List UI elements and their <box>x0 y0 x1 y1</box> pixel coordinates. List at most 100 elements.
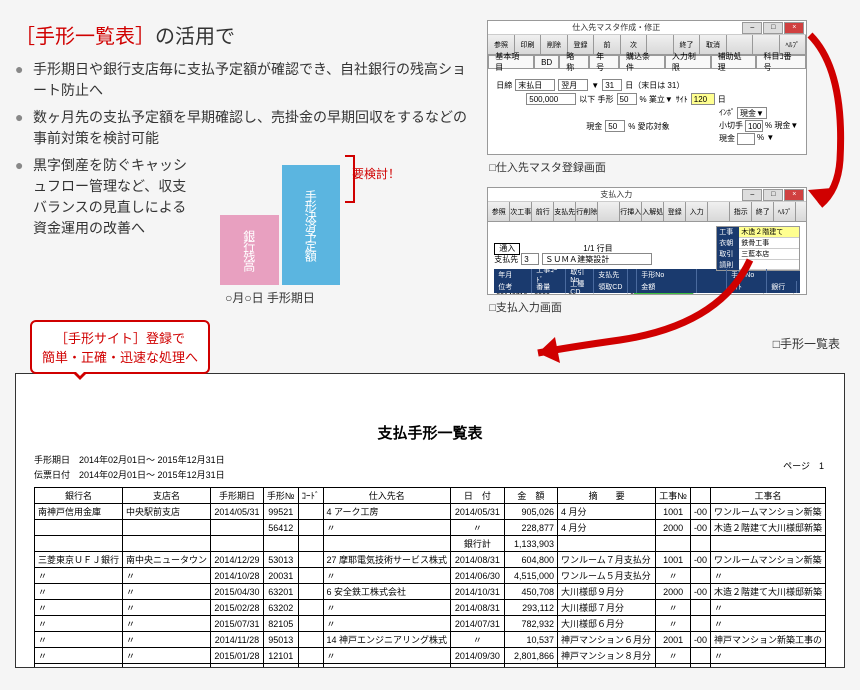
page-title: ［手形一覧表］の活用で <box>15 20 467 49</box>
tab[interactable]: 補助処理 <box>711 55 757 68</box>
input[interactable]: 500,000 <box>526 93 576 105</box>
table-header <box>690 488 710 504</box>
table-row: 〃〃2014/11/289501314 神戸エンジニアリング株式〃10,537神… <box>35 632 826 648</box>
minimize-button[interactable]: – <box>742 189 762 201</box>
close-button[interactable]: × <box>784 22 804 34</box>
bullet-item: 数ヶ月先の支払予定額を早期確認し、売掛金の早期回収をするなどの事前対策を検討可能 <box>15 107 467 149</box>
table-row: 〃〃2015/04/30632016 安全鉄工株式会社2014/10/31450… <box>35 584 826 600</box>
report-table: 銀行名支店名手形期日手形№ｺｰﾄﾞ仕入先名日 付金 額摘 要工事№工事名 南神戸… <box>34 487 826 668</box>
table-header: 支店名 <box>123 488 211 504</box>
table-row: 三菱東京ＵＦＪ銀行南中央ニュータウン2014/12/295301327 摩耶電気… <box>35 552 826 568</box>
table-header: 日 付 <box>451 488 505 504</box>
table-row: 南神戸信用金庫中央駅前支店2014/05/31995214 アーク工房2014/… <box>35 504 826 520</box>
window-title: 支払入力 <box>600 189 632 200</box>
dropdown[interactable]: 末払日 <box>515 79 555 91</box>
tab[interactable]: 購込条件 <box>619 55 665 68</box>
report-meta: 手形期日 2014年02月01日～ 2015年12月31日 <box>34 453 826 466</box>
form-label: 日締 <box>496 80 512 91</box>
bar-bill-amount: 手形決済予定額 <box>282 165 341 285</box>
table-row: 〃〃2015/02/2863202〃2014/08/31293,112大川様邸７… <box>35 600 826 616</box>
table-row: 〃〃2015/01/2812101〃2014/09/302,801,866神戸マ… <box>35 648 826 664</box>
input[interactable]: 50 <box>605 120 625 132</box>
tab[interactable]: 基本項目 <box>488 55 534 68</box>
toolbar-button[interactable]: 次工事 <box>510 202 532 221</box>
side-info-box: 工事木造２階建て衣朝鉄骨工事取引三藍本店請則 <box>716 226 800 271</box>
form-label: % 現金▼ <box>765 120 798 132</box>
toolbar-button[interactable] <box>708 202 730 221</box>
form-label: 日（末日は 31） <box>625 80 684 91</box>
toolbar-button[interactable]: 支払先 <box>554 202 576 221</box>
table-row: 56412〃〃228,8774 月分2000-00木造２階建て大川様邸新築 <box>35 520 826 536</box>
grid-row: 201407102000003ＳＵＭＡ建築設計 <box>494 293 800 295</box>
table-header: 手形期日 <box>211 488 264 504</box>
form-label: 支払先 <box>494 254 518 265</box>
dropdown[interactable]: 現金▼ <box>737 107 767 119</box>
report-label: □手形一覧表 <box>773 335 840 352</box>
table-header: 摘 要 <box>558 488 656 504</box>
report-title: 支払手形一覧表 <box>34 422 826 443</box>
form-label: ｲﾝﾎﾟ <box>719 107 735 119</box>
minimize-button[interactable]: – <box>742 22 762 34</box>
grid-header: 位考番量工種CD領取CD金額ｻｲﾄ銀行 <box>494 281 800 293</box>
toolbar-button[interactable]: 終了 <box>752 202 774 221</box>
form-label: % 業立▼ <box>640 94 673 105</box>
table-row: 〃〃2014/12/2956012〃2014/08/31118,537神戸マンシ… <box>35 664 826 669</box>
speech-callout: ［手形サイト］登録で 簡単・正確・迅速な処理へ <box>30 320 210 374</box>
toolbar-button[interactable]: 参照 <box>488 202 510 221</box>
bullet-item-chart: 黒字倒産を防ぐキャッシュフロー管理など、収支バランスの見直しによる資金運用の改善… <box>15 155 190 239</box>
title-bracket: ［手形一覧表］ <box>15 26 155 48</box>
input[interactable]: 50 <box>617 93 637 105</box>
close-button[interactable]: × <box>784 189 804 201</box>
table-header: 仕入先名 <box>323 488 451 504</box>
form-label: 現金 <box>586 121 602 132</box>
toolbar-button[interactable]: 削除 <box>541 35 568 54</box>
form-label: 日 <box>718 94 726 105</box>
tab[interactable]: 入力制限 <box>665 55 711 68</box>
tab[interactable]: 年号 <box>589 55 619 68</box>
toolbar-button[interactable]: 登録 <box>664 202 686 221</box>
input[interactable]: 31 <box>602 79 622 91</box>
toolbar-button[interactable]: 行挿入 <box>620 202 642 221</box>
bullet-list: 手形期日や銀行支店毎に支払予定額が確認でき、自社銀行の残高ショート防止へ 数ヶ月… <box>15 59 467 149</box>
toolbar-button[interactable] <box>598 202 620 221</box>
speech-line: 簡単・正確・迅速な処理へ <box>42 347 198 366</box>
table-header: 工事名 <box>710 488 825 504</box>
report-page-number: ページ 1 <box>783 459 824 472</box>
input[interactable] <box>737 133 755 145</box>
tab[interactable]: 略称 <box>559 55 589 68</box>
table-header: 手形№ <box>263 488 298 504</box>
grid-header: 年月工事ｺｰﾄﾞ取引No支払先手形No手形No <box>494 269 800 281</box>
tab[interactable]: 科目ｺ番号 <box>756 55 806 68</box>
report-meta: 伝票日付 2014年02月01日～ 2015年12月31日 <box>34 468 826 481</box>
bar-chart: 銀行残高 手形決済予定額 要検討！ ○月○日 手形期日 <box>200 155 340 306</box>
form-label: 現金 <box>719 133 735 145</box>
screenshot-label: □支払入力画面 <box>489 299 845 315</box>
input-payee-name[interactable]: ＳＵＭＡ建築設計 <box>542 253 652 265</box>
toolbar-button[interactable]: 指示 <box>730 202 752 221</box>
table-header: 工事№ <box>656 488 691 504</box>
toolbar-button[interactable]: 入解処 <box>642 202 664 221</box>
chart-axis-label: ○月○日 手形期日 <box>200 289 340 306</box>
bar-bank-balance: 銀行残高 <box>220 215 279 285</box>
toolbar-button[interactable]: 入力 <box>686 202 708 221</box>
toolbar-button[interactable]: ﾍﾙﾌﾟ <box>774 202 796 221</box>
table-row: 〃〃2015/07/3182105〃2014/07/31782,932大川様邸６… <box>35 616 826 632</box>
maximize-button[interactable]: □ <box>763 22 783 34</box>
form-label: % ▼ <box>757 133 774 145</box>
form-label: ｻｲﾄ <box>676 94 688 105</box>
window-title: 仕入先マスタ作成・修正 <box>572 22 660 33</box>
input-payee-code[interactable]: 3 <box>521 253 539 265</box>
input-site[interactable]: 120 <box>691 93 715 105</box>
input[interactable]: 100 <box>745 120 763 132</box>
toolbar: 参照次工事前行支払先行削除 行挿入入解処登録入力 指示終了ﾍﾙﾌﾟ <box>488 202 806 222</box>
tab[interactable]: BD <box>534 55 559 68</box>
toolbar-button[interactable]: 行削除 <box>576 202 598 221</box>
toolbar-button[interactable]: 前行 <box>532 202 554 221</box>
table-row: 銀行計1,133,903 <box>35 536 826 552</box>
table-header: 銀行名 <box>35 488 123 504</box>
dropdown[interactable]: 翌月 <box>558 79 588 91</box>
maximize-button[interactable]: □ <box>763 189 783 201</box>
table-header: 金 額 <box>504 488 557 504</box>
form-label: 以下 手形 <box>579 94 613 105</box>
form-label: 小切手 <box>719 120 743 132</box>
